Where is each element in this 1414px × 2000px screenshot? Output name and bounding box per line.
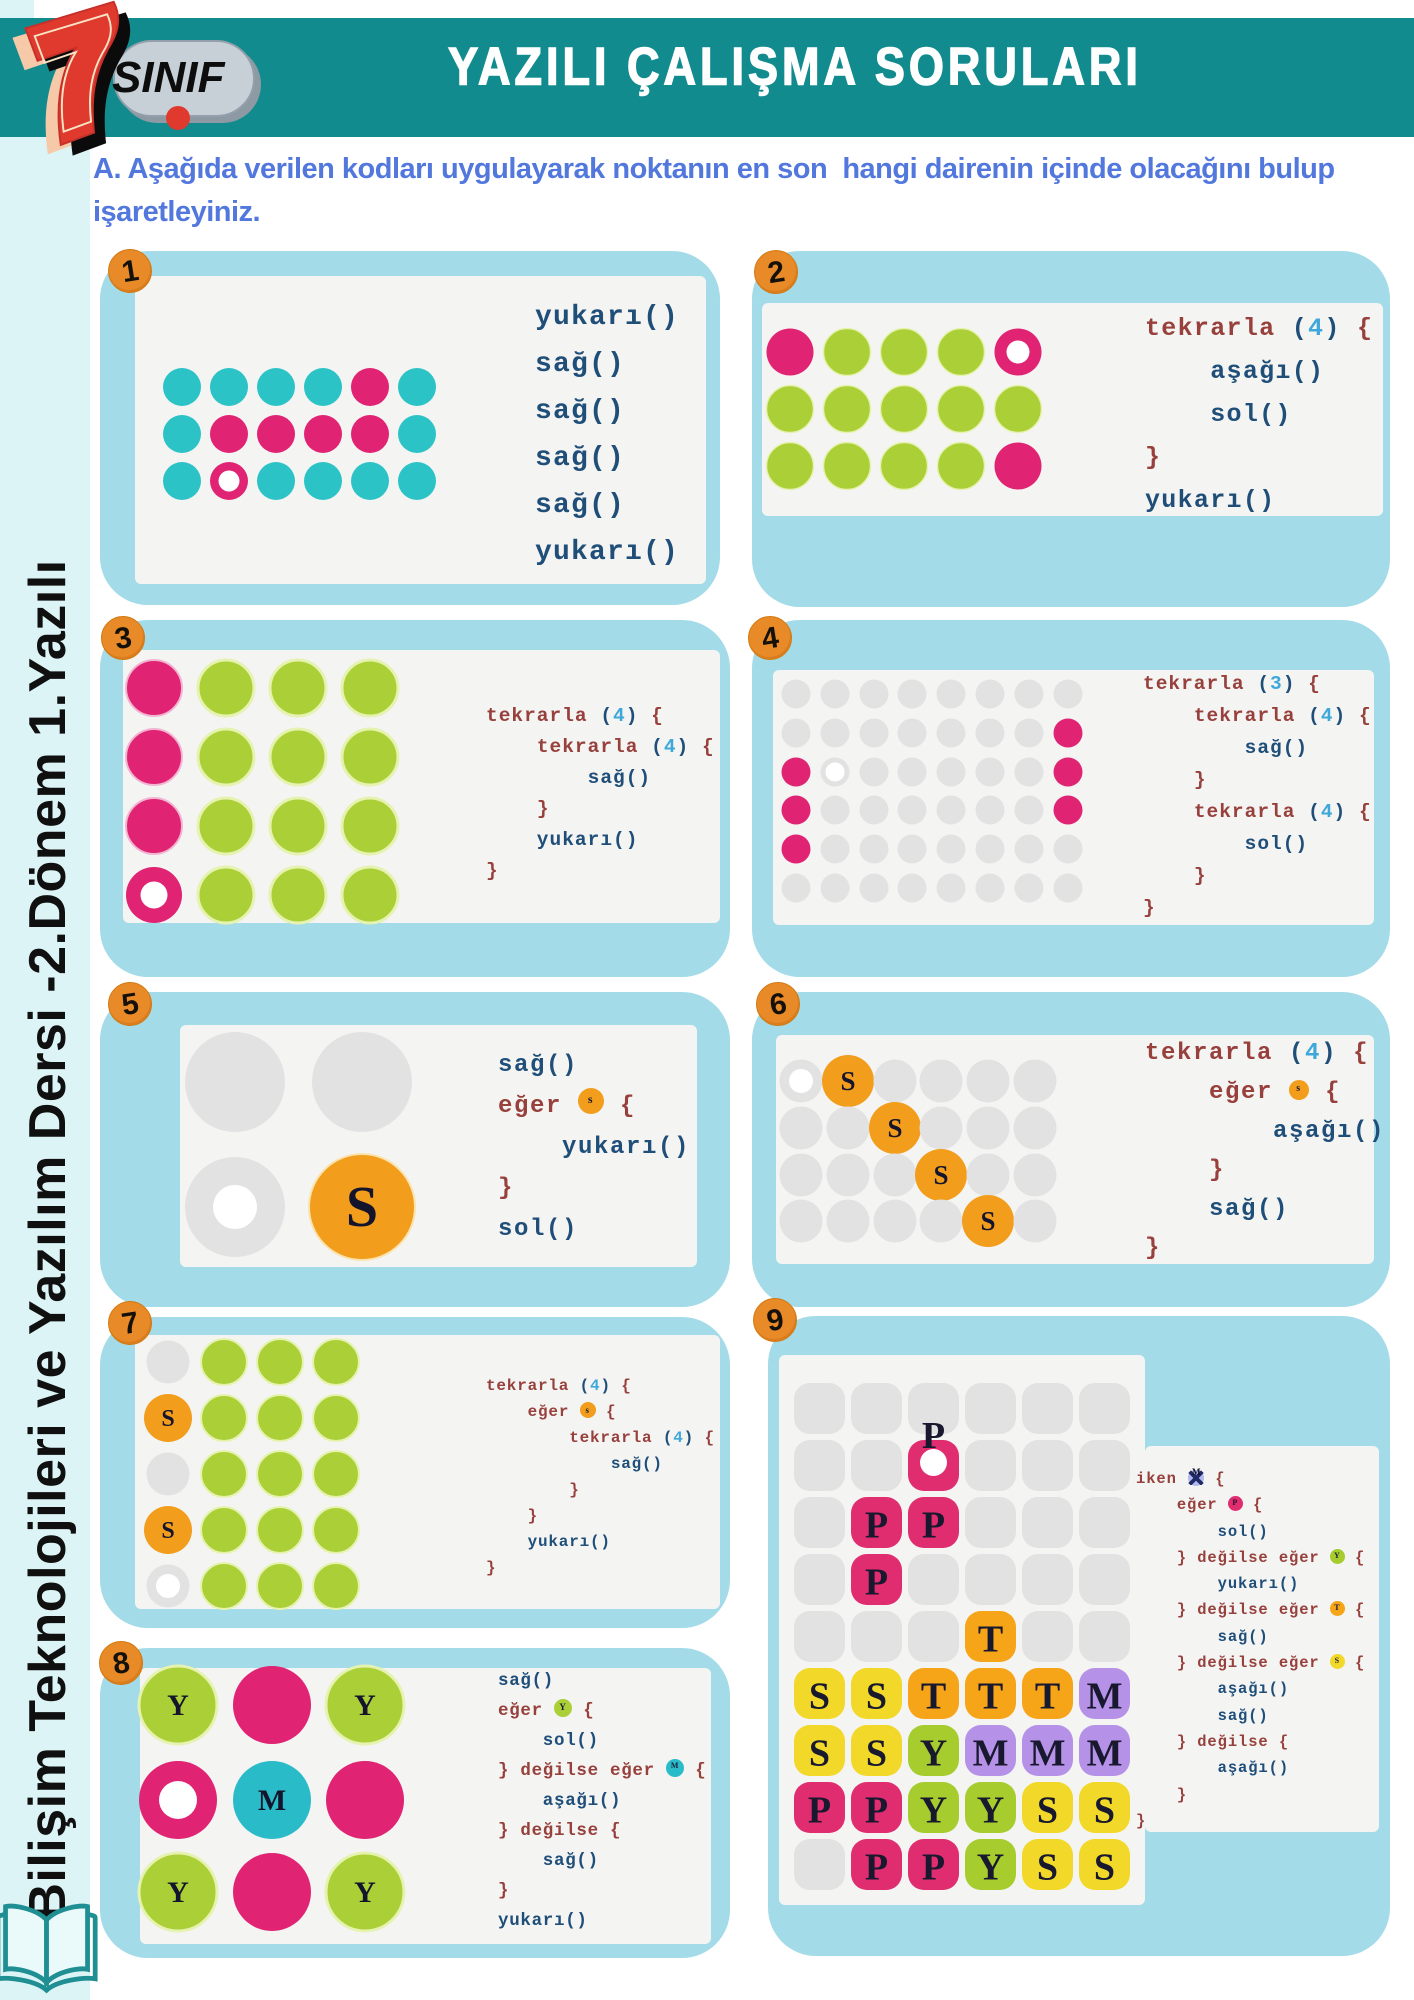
svg-text:S: S xyxy=(866,1676,887,1718)
svg-text:Y: Y xyxy=(167,1689,189,1722)
svg-text:Y: Y xyxy=(354,1689,376,1722)
svg-text:S: S xyxy=(980,1206,995,1236)
svg-text:S: S xyxy=(866,1733,887,1775)
svg-text:P: P xyxy=(808,1790,831,1832)
svg-text:M: M xyxy=(258,1784,286,1817)
svg-text:Y: Y xyxy=(920,1790,947,1832)
svg-text:T: T xyxy=(978,1676,1003,1718)
svg-text:P: P xyxy=(865,1790,888,1832)
svg-text:S: S xyxy=(161,1406,174,1432)
svg-text:T: T xyxy=(1035,1676,1060,1718)
svg-text:Y: Y xyxy=(167,1876,189,1909)
svg-text:P: P xyxy=(922,1505,945,1547)
svg-text:T: T xyxy=(921,1676,946,1718)
svg-text:M: M xyxy=(973,1733,1009,1775)
svg-text:P: P xyxy=(865,1562,888,1604)
svg-text:S: S xyxy=(1037,1790,1058,1832)
svg-text:Y: Y xyxy=(354,1876,376,1909)
svg-text:Y: Y xyxy=(920,1733,947,1775)
svg-text:T: T xyxy=(978,1619,1003,1661)
svg-text:S: S xyxy=(1094,1847,1115,1889)
svg-text:P: P xyxy=(922,1847,945,1889)
svg-text:S: S xyxy=(809,1733,830,1775)
svg-text:Y: Y xyxy=(977,1790,1004,1832)
svg-text:S: S xyxy=(887,1113,902,1143)
svg-text:P: P xyxy=(865,1505,888,1547)
svg-text:P: P xyxy=(922,1415,945,1457)
svg-text:S: S xyxy=(1094,1790,1115,1832)
svg-text:M: M xyxy=(1087,1733,1123,1775)
svg-text:P: P xyxy=(865,1847,888,1889)
svg-text:S: S xyxy=(346,1174,378,1239)
svg-text:S: S xyxy=(809,1676,830,1718)
svg-text:M: M xyxy=(1030,1733,1066,1775)
svg-text:S: S xyxy=(933,1160,948,1190)
svg-text:S: S xyxy=(1037,1847,1058,1889)
svg-text:S: S xyxy=(840,1066,855,1096)
svg-text:M: M xyxy=(1087,1676,1123,1718)
svg-text:Y: Y xyxy=(977,1847,1004,1889)
svg-text:S: S xyxy=(161,1518,174,1544)
